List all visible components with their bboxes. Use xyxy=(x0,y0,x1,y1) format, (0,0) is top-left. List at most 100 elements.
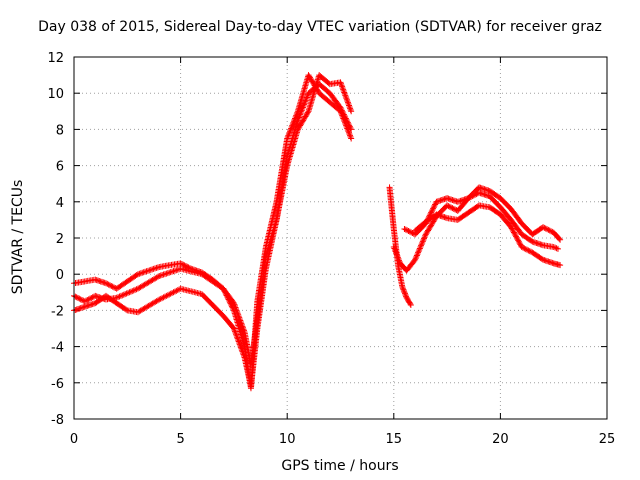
data-point xyxy=(230,325,237,332)
data-point xyxy=(290,118,297,125)
data-point xyxy=(233,332,240,339)
data-point xyxy=(345,128,352,135)
data-point xyxy=(240,326,247,333)
data-point xyxy=(515,237,522,244)
data-point xyxy=(342,93,349,100)
data-point xyxy=(508,225,515,232)
chart-title: Day 038 of 2015, Sidereal Day-to-day VTE… xyxy=(38,19,602,35)
data-point xyxy=(546,227,553,234)
data-point xyxy=(344,98,351,105)
data-point xyxy=(78,296,85,303)
y-tick-label: 10 xyxy=(47,87,64,102)
data-point xyxy=(341,90,348,97)
data-point xyxy=(159,295,166,302)
data-point xyxy=(430,204,437,211)
data-point xyxy=(422,232,429,239)
data-point xyxy=(393,251,400,258)
data-point xyxy=(239,348,246,355)
data-point xyxy=(391,247,398,254)
data-point xyxy=(337,108,344,115)
data-point xyxy=(229,304,236,311)
data-point xyxy=(234,334,241,341)
data-point xyxy=(401,225,408,232)
data-point xyxy=(346,131,353,138)
data-point xyxy=(444,202,451,209)
data-point xyxy=(157,295,164,302)
data-point xyxy=(293,111,300,118)
data-point xyxy=(516,240,523,247)
data-point xyxy=(164,292,171,299)
data-point xyxy=(292,114,299,121)
data-point xyxy=(340,116,347,123)
data-point xyxy=(237,342,244,349)
x-tick-label: 15 xyxy=(386,432,403,447)
data-point xyxy=(346,103,353,110)
y-tick-label: 12 xyxy=(47,51,64,66)
data-point xyxy=(413,252,420,259)
data-point xyxy=(540,224,547,231)
data-point xyxy=(238,347,245,354)
data-point xyxy=(429,206,436,213)
data-point xyxy=(73,294,80,301)
y-tick-label: 4 xyxy=(56,196,64,211)
data-point xyxy=(233,331,240,338)
data-point xyxy=(304,109,311,116)
data-point xyxy=(339,85,346,92)
data-point xyxy=(125,289,132,296)
data-point xyxy=(400,286,407,293)
data-point xyxy=(345,129,352,136)
data-point xyxy=(401,290,408,297)
data-point xyxy=(170,289,177,296)
data-point xyxy=(396,258,403,265)
data-point xyxy=(550,244,557,251)
data-point xyxy=(420,237,427,244)
data-point xyxy=(340,115,347,122)
data-point xyxy=(526,248,533,255)
data-point xyxy=(285,131,292,138)
data-point xyxy=(393,249,400,256)
data-point xyxy=(81,298,88,305)
data-points xyxy=(71,72,564,392)
data-point xyxy=(412,255,419,262)
data-point xyxy=(446,203,453,210)
data-point xyxy=(405,227,412,234)
data-point xyxy=(344,126,351,133)
data-point xyxy=(343,124,350,131)
data-point xyxy=(289,122,296,129)
data-point xyxy=(228,301,235,308)
data-point xyxy=(284,134,291,141)
data-point xyxy=(542,225,549,232)
data-point xyxy=(287,126,294,133)
data-point xyxy=(117,292,124,299)
y-axis-label: SDTVAR / TECUs xyxy=(10,179,26,295)
data-point xyxy=(104,280,111,287)
data-point xyxy=(510,229,517,236)
data-point xyxy=(401,289,408,296)
data-point xyxy=(421,235,428,242)
x-tick-label: 5 xyxy=(176,432,184,447)
data-point xyxy=(154,273,161,280)
data-point xyxy=(129,288,136,295)
data-point xyxy=(289,121,296,128)
data-point xyxy=(407,301,414,308)
data-point xyxy=(395,255,402,262)
data-point xyxy=(110,284,117,291)
data-point xyxy=(414,251,421,258)
data-point xyxy=(408,229,415,236)
x-tick-label: 25 xyxy=(599,432,616,447)
data-point xyxy=(74,294,81,301)
data-point xyxy=(416,245,423,252)
data-point xyxy=(399,283,406,290)
data-point xyxy=(235,338,242,345)
data-point xyxy=(347,106,354,113)
data-point xyxy=(538,255,545,262)
data-point xyxy=(177,260,184,267)
data-point xyxy=(123,306,130,313)
data-point xyxy=(509,226,516,233)
data-point xyxy=(541,224,548,231)
data-point xyxy=(86,295,93,302)
data-point xyxy=(417,244,424,251)
data-point xyxy=(231,328,238,335)
series-track-3 xyxy=(71,72,355,390)
data-point xyxy=(116,293,123,300)
